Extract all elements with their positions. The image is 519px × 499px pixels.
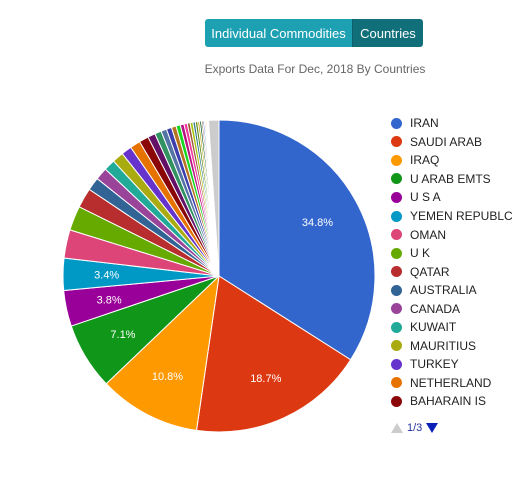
legend-label: IRAQ <box>410 153 440 168</box>
legend-label: NETHERLAND <box>410 375 492 390</box>
pie-slice-saudi-arab[interactable] <box>195 275 352 433</box>
slice-value-label: 7.1% <box>110 329 135 341</box>
legend-swatch <box>391 247 402 259</box>
legend-swatch <box>391 303 402 315</box>
legend-swatch <box>391 358 402 370</box>
legend-swatch <box>391 340 402 352</box>
legend-swatch <box>391 395 402 407</box>
legend-label: U K <box>410 246 431 261</box>
legend-label: U ARAB EMTS <box>410 171 491 186</box>
legend-pager: 1/3 <box>391 422 439 434</box>
legend-item-iran[interactable]: IRAN <box>391 114 516 133</box>
legend-swatch <box>391 377 402 389</box>
legend-label: TURKEY <box>410 357 459 372</box>
legend-item-iraq[interactable]: IRAQ <box>391 151 516 170</box>
legend-item-u-s-a[interactable]: U S A <box>391 188 516 207</box>
slice-value-label: 10.8% <box>152 371 183 383</box>
legend-label: BAHARAIN IS <box>410 394 487 409</box>
legend-label: OMAN <box>410 227 446 242</box>
pie-slice-36[interactable] <box>207 119 220 277</box>
legend-swatch <box>391 266 402 278</box>
legend-label: U S A <box>410 190 441 205</box>
legend-swatch <box>391 210 402 222</box>
legend-item-qatar[interactable]: QATAR <box>391 262 516 281</box>
legend-label: IRAN <box>410 116 439 131</box>
legend-item-yemen-republc[interactable]: YEMEN REPUBLC <box>391 207 516 226</box>
legend-label: QATAR <box>410 264 450 279</box>
slice-value-label: 3.4% <box>94 270 119 282</box>
pie-slice-iran[interactable] <box>218 119 376 361</box>
chart-title: Exports Data For Dec, 2018 By Countries <box>204 62 426 76</box>
legend-label: YEMEN REPUBLC <box>410 209 513 223</box>
legend-swatch <box>391 284 402 296</box>
legend-swatch <box>391 154 402 166</box>
legend-swatch <box>391 117 402 129</box>
slice-value-label: 34.8% <box>302 217 333 229</box>
legend-label: AUSTRALIA <box>410 283 477 298</box>
legend-item-u-arab-emts[interactable]: U ARAB EMTS <box>391 170 516 189</box>
legend-label: CANADA <box>410 301 461 316</box>
tab-countries[interactable]: Countries <box>352 19 423 47</box>
legend-item-mauritius[interactable]: MAURITIUS <box>391 337 516 356</box>
legend-page-indicator: 1/3 <box>407 422 423 434</box>
slice-value-label: 18.7% <box>250 373 281 385</box>
legend-item-canada[interactable]: CANADA <box>391 299 516 318</box>
legend-item-turkey[interactable]: TURKEY <box>391 355 516 374</box>
tab-individual-commodities[interactable]: Individual Commodities <box>205 19 352 47</box>
legend-swatch <box>391 229 402 241</box>
legend-label: SAUDI ARAB <box>410 134 483 149</box>
legend-item-baharain-is[interactable]: BAHARAIN IS <box>391 392 516 411</box>
legend-label: MAURITIUS <box>410 338 476 353</box>
chart-legend: IRAN SAUDI ARAB IRAQ U ARAB EMTS U S A YEMEN … <box>391 114 516 411</box>
legend-next-page-icon[interactable] <box>426 423 439 433</box>
slice-value-label: 3.8% <box>97 294 122 306</box>
legend-label: KUWAIT <box>410 320 457 335</box>
legend-item-saudi-arab[interactable]: SAUDI ARAB <box>391 133 516 152</box>
legend-item-u-k[interactable]: U K <box>391 244 516 263</box>
view-tabs: Individual Commodities Countries <box>205 19 423 47</box>
legend-item-australia[interactable]: AUSTRALIA <box>391 281 516 300</box>
legend-item-netherland[interactable]: NETHERLAND <box>391 374 516 393</box>
legend-swatch <box>391 136 402 148</box>
legend-item-kuwait[interactable]: KUWAIT <box>391 318 516 337</box>
legend-swatch <box>391 321 402 333</box>
legend-swatch <box>391 173 402 185</box>
legend-item-oman[interactable]: OMAN <box>391 225 516 244</box>
legend-prev-page-icon[interactable] <box>391 423 403 433</box>
pie-slice-iraq[interactable] <box>105 274 220 431</box>
legend-swatch <box>391 191 402 203</box>
